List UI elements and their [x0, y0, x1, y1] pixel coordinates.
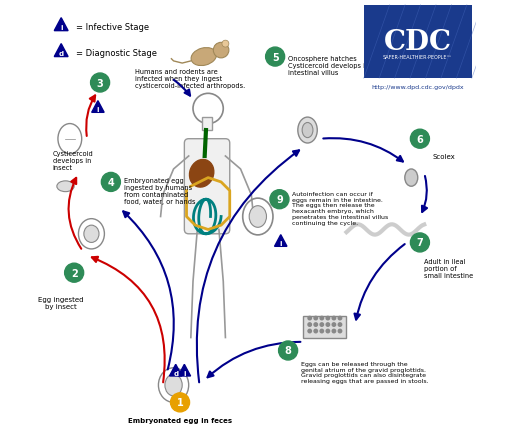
- FancyArrowPatch shape: [355, 244, 405, 320]
- Text: i: i: [60, 25, 62, 31]
- Circle shape: [338, 323, 342, 326]
- Text: http://www.dpd.cdc.gov/dpdx: http://www.dpd.cdc.gov/dpdx: [371, 85, 464, 90]
- Bar: [363, 6, 472, 79]
- Circle shape: [279, 341, 297, 360]
- Text: Egg ingested
by insect: Egg ingested by insect: [38, 297, 84, 310]
- Circle shape: [270, 190, 289, 209]
- FancyArrowPatch shape: [69, 178, 81, 249]
- Text: d: d: [173, 370, 178, 376]
- Text: 7: 7: [417, 238, 423, 248]
- Text: i: i: [97, 107, 99, 113]
- Text: Embryonated egg in feces: Embryonated egg in feces: [128, 417, 232, 423]
- Text: = Infective Stage: = Infective Stage: [76, 23, 149, 32]
- Circle shape: [338, 329, 342, 333]
- Ellipse shape: [298, 118, 317, 144]
- Circle shape: [64, 263, 84, 283]
- Bar: [202, 118, 213, 131]
- Circle shape: [308, 329, 311, 333]
- Text: 5: 5: [272, 53, 279, 62]
- Circle shape: [332, 323, 335, 326]
- Polygon shape: [54, 45, 68, 57]
- Circle shape: [332, 317, 335, 320]
- Polygon shape: [54, 19, 68, 32]
- Bar: [303, 316, 346, 338]
- Text: 1: 1: [177, 398, 184, 408]
- Circle shape: [320, 317, 323, 320]
- Circle shape: [314, 317, 318, 320]
- Polygon shape: [275, 235, 287, 247]
- Circle shape: [171, 393, 190, 412]
- Text: = Diagnostic Stage: = Diagnostic Stage: [76, 49, 158, 58]
- Ellipse shape: [165, 375, 182, 396]
- FancyArrowPatch shape: [207, 342, 301, 378]
- Circle shape: [338, 317, 342, 320]
- Text: CDC: CDC: [384, 29, 452, 56]
- Circle shape: [213, 43, 229, 59]
- Text: i: i: [279, 241, 282, 247]
- Text: 4: 4: [108, 178, 114, 187]
- Text: Oncosphere hatches
Cysticercoid develops in
intestinal villus: Oncosphere hatches Cysticercoid develops…: [288, 56, 369, 76]
- FancyArrowPatch shape: [92, 257, 165, 382]
- Text: 3: 3: [97, 78, 103, 88]
- Polygon shape: [92, 102, 104, 113]
- Text: 9: 9: [276, 195, 283, 205]
- Circle shape: [314, 323, 318, 326]
- Text: Scolex: Scolex: [433, 154, 456, 160]
- Circle shape: [266, 48, 284, 67]
- Circle shape: [326, 317, 330, 320]
- Text: 2: 2: [71, 268, 77, 278]
- Circle shape: [320, 323, 323, 326]
- Text: SAFER·HEALTHIER·PEOPLE™: SAFER·HEALTHIER·PEOPLE™: [383, 55, 452, 60]
- Circle shape: [326, 323, 330, 326]
- Circle shape: [308, 323, 311, 326]
- Text: 6: 6: [417, 135, 423, 145]
- Circle shape: [90, 74, 110, 93]
- Text: d: d: [59, 51, 64, 57]
- FancyArrowPatch shape: [422, 177, 427, 212]
- Circle shape: [410, 233, 430, 252]
- Ellipse shape: [189, 160, 214, 187]
- Text: Cysticercoid
develops in
insect: Cysticercoid develops in insect: [53, 151, 93, 171]
- Ellipse shape: [405, 170, 418, 187]
- Text: Eggs can be released through the
genital atrium of the gravid proglottids.
Gravi: Eggs can be released through the genital…: [301, 361, 428, 383]
- Ellipse shape: [191, 49, 216, 66]
- Circle shape: [101, 173, 121, 192]
- FancyArrowPatch shape: [323, 139, 403, 162]
- Ellipse shape: [84, 226, 99, 243]
- FancyArrowPatch shape: [86, 96, 95, 137]
- Ellipse shape: [57, 181, 74, 192]
- Text: Autoinfection can occur if
eggs remain in the intestine.
The eggs then release t: Autoinfection can occur if eggs remain i…: [292, 191, 388, 225]
- Circle shape: [222, 41, 229, 48]
- Text: Humans and rodents are
infected when they ingest
cysticercoid-infected arthropod: Humans and rodents are infected when the…: [135, 69, 245, 89]
- Polygon shape: [170, 365, 182, 376]
- Ellipse shape: [249, 206, 266, 228]
- FancyArrowPatch shape: [123, 212, 174, 370]
- Ellipse shape: [302, 123, 313, 138]
- Circle shape: [308, 317, 311, 320]
- Circle shape: [410, 130, 430, 149]
- FancyArrowPatch shape: [197, 151, 299, 382]
- Polygon shape: [178, 365, 191, 376]
- Circle shape: [320, 329, 323, 333]
- Circle shape: [332, 329, 335, 333]
- Text: i: i: [183, 370, 186, 376]
- FancyArrowPatch shape: [174, 81, 190, 96]
- Text: Embryonated egg
ingested by humans
from contaminated
food, water, or hands: Embryonated egg ingested by humans from …: [124, 178, 196, 204]
- Text: 8: 8: [284, 346, 292, 356]
- Circle shape: [314, 329, 318, 333]
- Circle shape: [326, 329, 330, 333]
- Text: Adult in ileal
portion of
small intestine: Adult in ileal portion of small intestin…: [424, 259, 474, 279]
- FancyBboxPatch shape: [185, 139, 230, 234]
